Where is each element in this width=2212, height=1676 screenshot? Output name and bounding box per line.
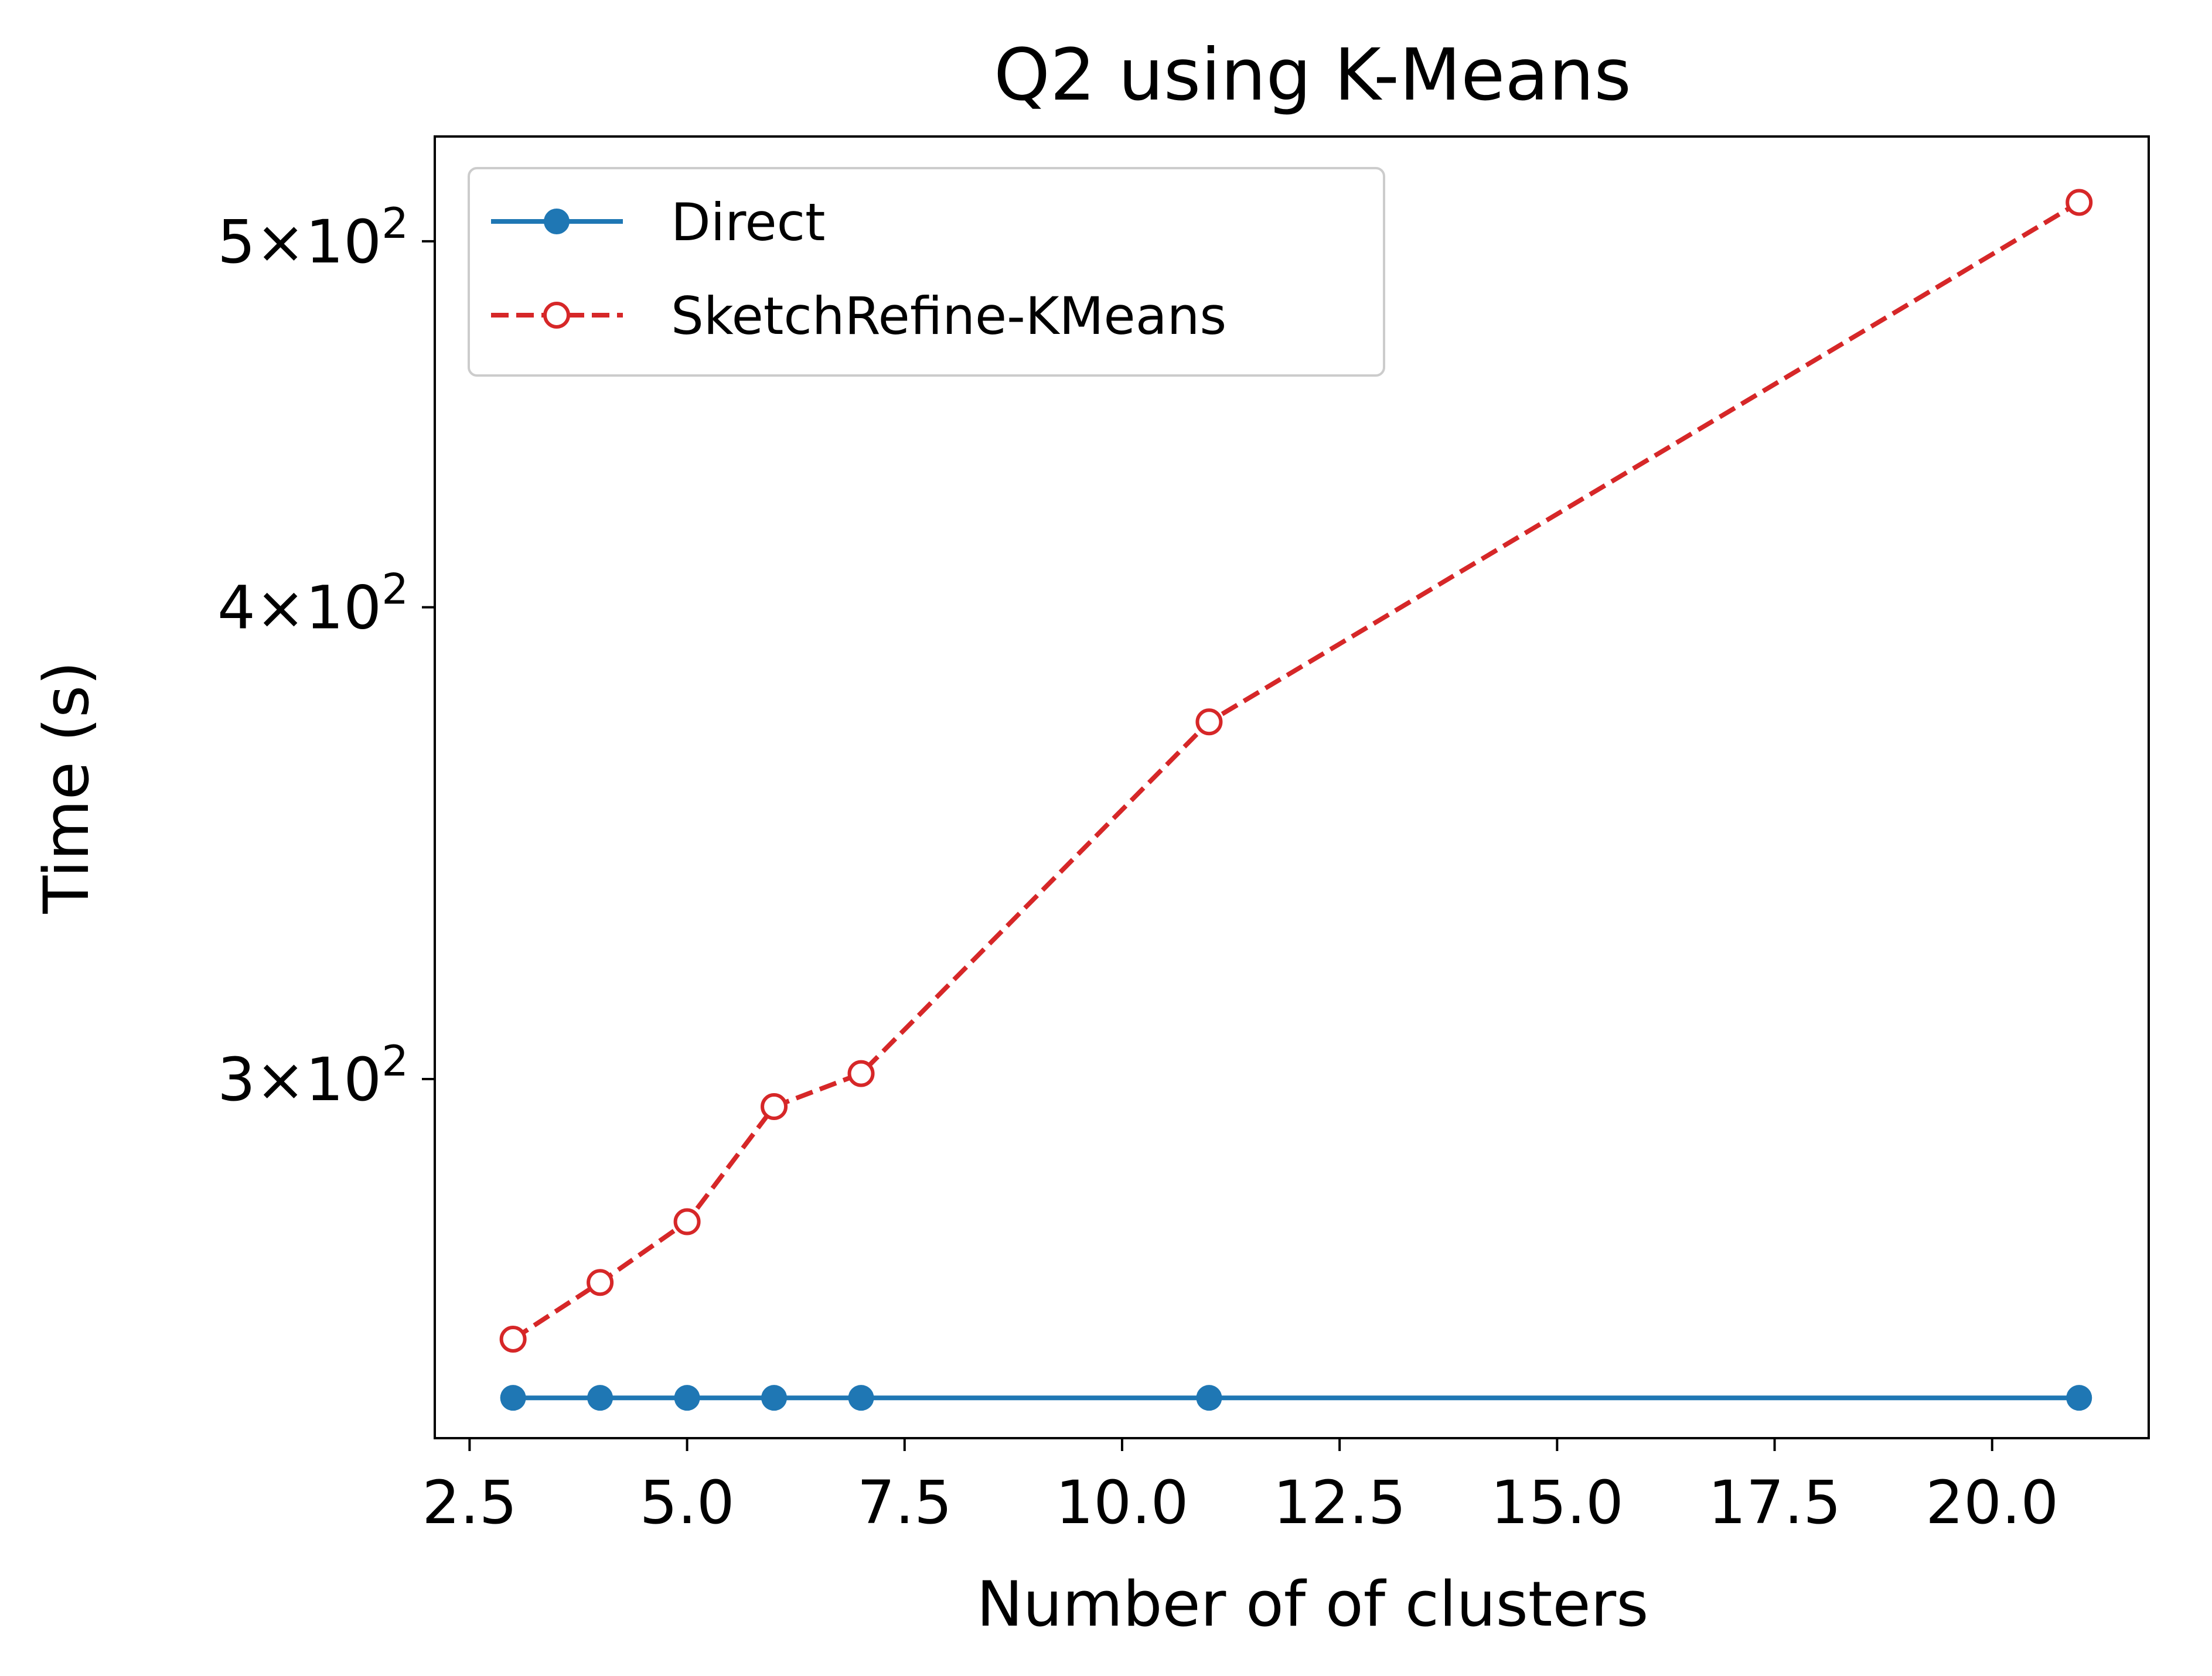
legend: Direct SketchRefine-KMeans xyxy=(468,167,1385,377)
legend-marker-sketchrefine xyxy=(543,302,570,329)
legend-item-direct: Direct xyxy=(491,192,825,252)
x-tick-label: 20.0 xyxy=(1925,1468,2058,1538)
y-tick-base: 10 xyxy=(305,207,381,277)
x-tick-label: 17.5 xyxy=(1708,1468,1841,1538)
legend-marker-direct xyxy=(544,209,570,234)
data-point-sketchrefine-kmeans xyxy=(847,1060,875,1087)
legend-box xyxy=(468,167,1385,377)
data-point-direct xyxy=(848,1385,874,1411)
y-tick-base: 10 xyxy=(305,1045,381,1115)
y-axis-label: Time (s) xyxy=(30,661,103,914)
y-tick-label: 3×102 xyxy=(217,1036,408,1115)
x-tick-label: 7.5 xyxy=(857,1468,952,1538)
y-tick-mantissa: 3 xyxy=(217,1045,255,1115)
plot-frame xyxy=(434,135,2150,1439)
y-tick-times: × xyxy=(255,207,305,277)
y-tick-base: 10 xyxy=(305,574,381,643)
data-point-sketchrefine-kmeans xyxy=(761,1093,788,1121)
y-tick-times: × xyxy=(255,574,305,643)
y-tick-mantissa: 4 xyxy=(217,574,255,643)
data-point-sketchrefine-kmeans xyxy=(587,1269,614,1296)
data-point-direct xyxy=(1196,1385,1222,1411)
x-axis-label: Number of of clusters xyxy=(977,1568,1649,1640)
data-point-sketchrefine-kmeans xyxy=(499,1325,527,1353)
legend-label-sketchrefine: SketchRefine-KMeans xyxy=(671,286,1226,346)
x-tick-label: 5.0 xyxy=(639,1468,734,1538)
data-point-direct xyxy=(761,1385,788,1411)
data-point-direct xyxy=(587,1385,614,1411)
x-tick-label: 2.5 xyxy=(422,1468,517,1538)
data-point-sketchrefine-kmeans xyxy=(1195,708,1223,736)
y-tick-times: × xyxy=(255,1045,305,1115)
legend-item-sketchrefine: SketchRefine-KMeans xyxy=(491,286,1226,346)
y-tick-mantissa: 5 xyxy=(217,207,255,277)
data-point-direct xyxy=(674,1385,700,1411)
y-tick-exponent: 2 xyxy=(381,565,408,614)
y-tick-label: 4×102 xyxy=(217,565,408,643)
y-tick-exponent: 2 xyxy=(381,199,408,248)
x-tick-label: 12.5 xyxy=(1273,1468,1406,1538)
y-tick-exponent: 2 xyxy=(381,1036,408,1086)
y-tick-label: 5×102 xyxy=(217,199,408,277)
legend-label-direct: Direct xyxy=(671,192,825,252)
data-point-direct xyxy=(2066,1385,2092,1411)
x-tick-label: 10.0 xyxy=(1055,1468,1188,1538)
data-point-direct xyxy=(500,1385,526,1411)
chart-title: Q2 using K-Means xyxy=(994,33,1631,117)
x-axis-ticks: 2.5 5.0 7.5 10.0 12.5 15.0 17.5 20.0 xyxy=(422,1438,2058,1538)
x-tick-label: 15.0 xyxy=(1491,1468,1624,1538)
plot-area xyxy=(499,189,2093,1411)
data-point-sketchrefine-kmeans xyxy=(673,1208,701,1235)
data-point-sketchrefine-kmeans xyxy=(2066,189,2093,216)
